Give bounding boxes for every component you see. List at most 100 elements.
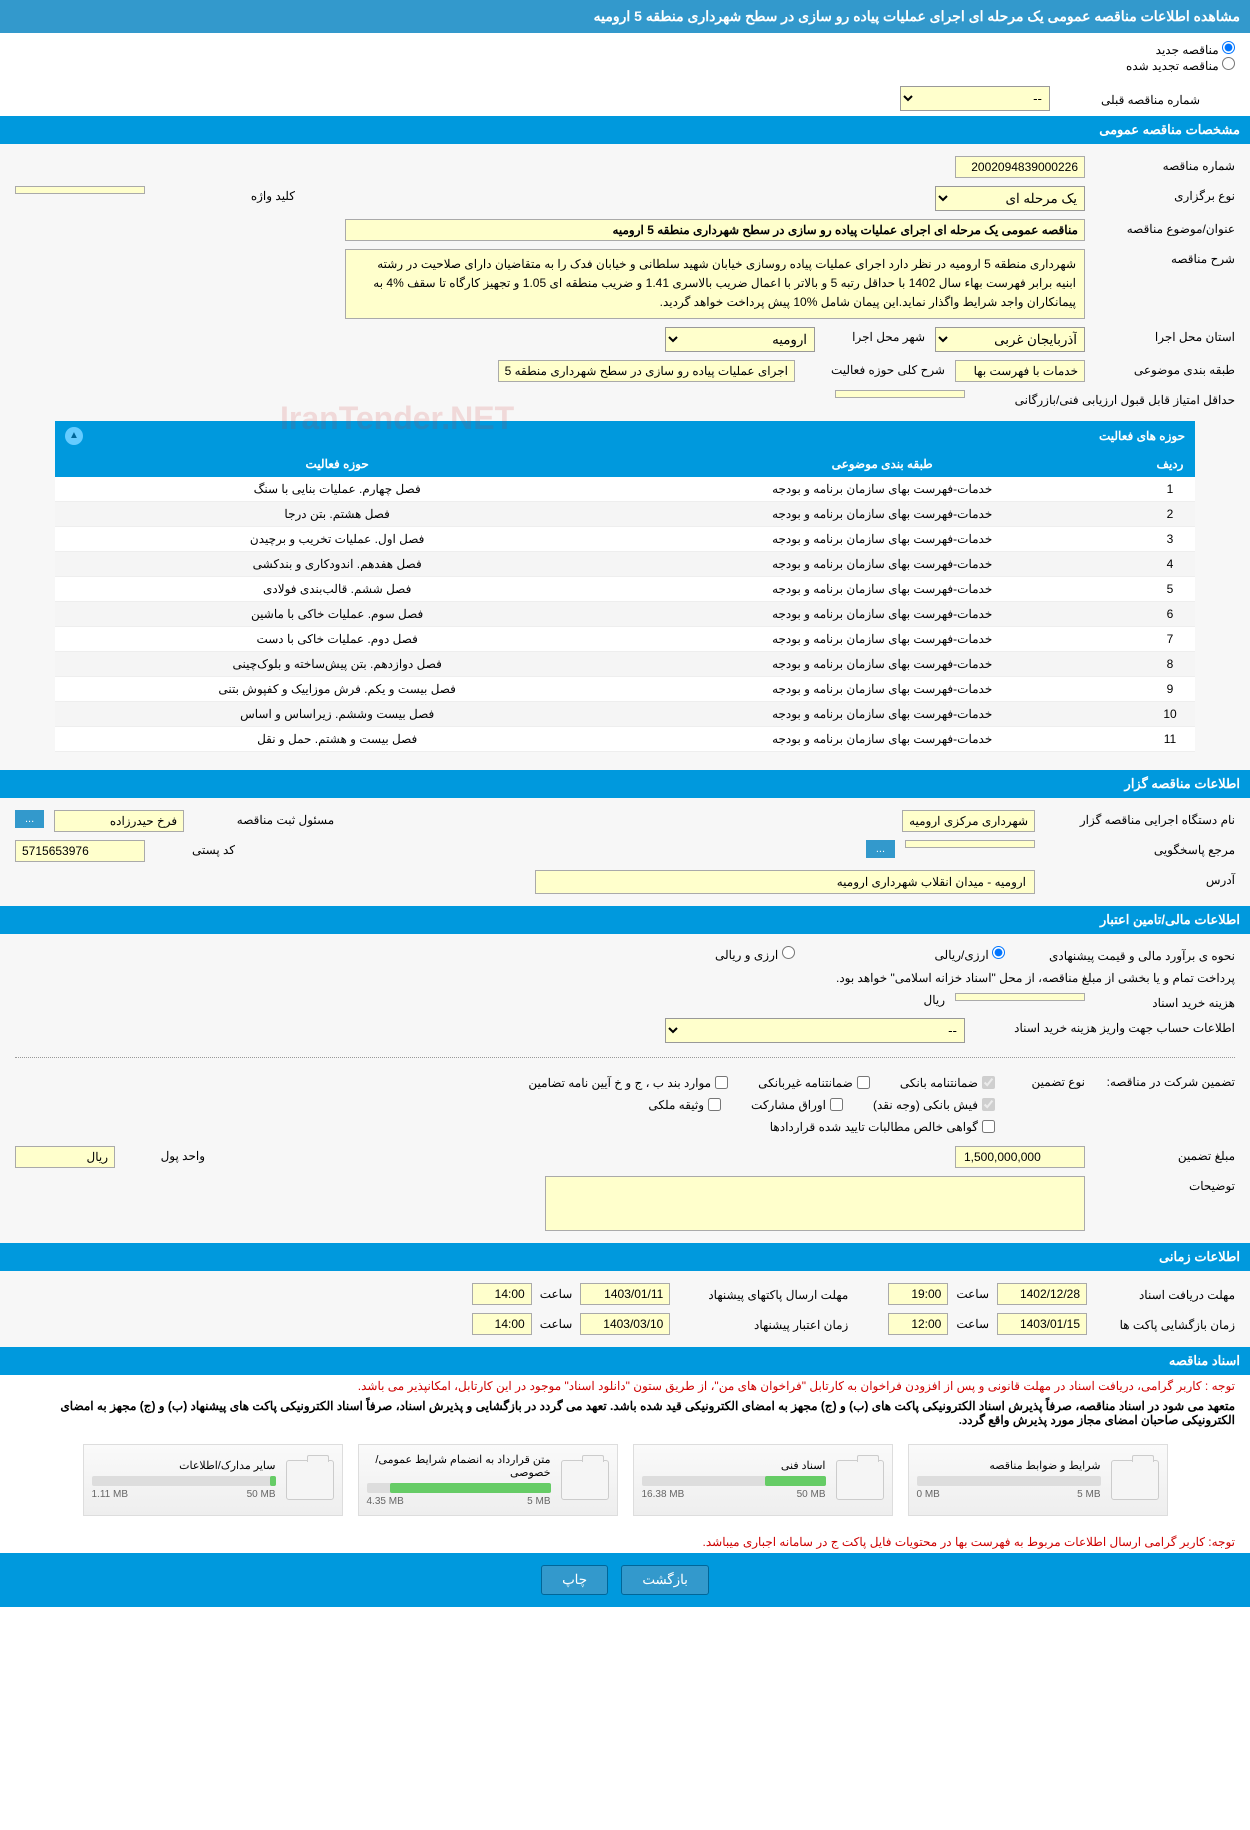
validity-time-label: ساعت bbox=[540, 1317, 573, 1331]
category-value: خدمات با فهرست بها bbox=[955, 360, 1085, 382]
doc-card[interactable]: سایر مدارک/اطلاعات 1.11 MB50 MB bbox=[83, 1444, 343, 1516]
folder-icon bbox=[561, 1460, 609, 1500]
folder-icon bbox=[836, 1460, 884, 1500]
currency-unit: ریال bbox=[923, 993, 945, 1007]
validity-label: زمان اعتبار پیشنهاد bbox=[678, 1315, 848, 1332]
activity-desc-label: شرح کلی حوزه فعالیت bbox=[805, 360, 945, 377]
open-date: 1403/01/15 bbox=[997, 1313, 1087, 1335]
purchase-label: هزینه خرید اسناد bbox=[1095, 993, 1235, 1010]
separator bbox=[15, 1057, 1235, 1058]
response-btn[interactable]: ... bbox=[866, 840, 895, 858]
keyword-value bbox=[15, 186, 145, 194]
notes-label: توضیحات bbox=[1095, 1176, 1235, 1193]
doc-card[interactable]: شرایط و ضوابط مناقصه 0 MB5 MB bbox=[908, 1444, 1168, 1516]
province-select[interactable]: آذربایجان غربی bbox=[935, 327, 1085, 352]
cb-bonds[interactable]: اوراق مشارکت bbox=[751, 1098, 843, 1112]
doc-card[interactable]: متن قرارداد به انضمام شرایط عمومی/خصوصی … bbox=[358, 1444, 618, 1516]
activity-header: حوزه های فعالیت ▲ bbox=[55, 421, 1195, 451]
page-title: مشاهده اطلاعات مناقصه عمومی یک مرحله ای … bbox=[0, 0, 1250, 33]
unit-value: ریال bbox=[15, 1146, 115, 1168]
open-time: 12:00 bbox=[888, 1313, 948, 1335]
table-row: 6خدمات-فهرست بهای سازمان برنامه و بودجهف… bbox=[55, 601, 1195, 626]
type-select[interactable]: یک مرحله ای bbox=[935, 186, 1085, 211]
table-row: 1خدمات-فهرست بهای سازمان برنامه و بودجهف… bbox=[55, 477, 1195, 502]
tender-no-value: 2002094839000226 bbox=[955, 156, 1085, 178]
doc-title: سایر مدارک/اطلاعات bbox=[92, 1459, 276, 1472]
city-label: شهر محل اجرا bbox=[825, 327, 925, 344]
activity-panel: حوزه های فعالیت ▲ ردیف طبقه بندی موضوعی … bbox=[55, 421, 1195, 752]
col-row: ردیف bbox=[1145, 451, 1195, 477]
open-label: زمان بازگشایی پاکت ها bbox=[1095, 1315, 1235, 1332]
col-activity: حوزه فعالیت bbox=[55, 451, 619, 477]
table-row: 8خدمات-فهرست بهای سازمان برنامه و بودجهف… bbox=[55, 651, 1195, 676]
collapse-icon[interactable]: ▲ bbox=[65, 427, 83, 445]
folder-icon bbox=[1111, 1460, 1159, 1500]
folder-icon bbox=[286, 1460, 334, 1500]
progress-bar bbox=[367, 1483, 551, 1493]
type-label: نوع برگزاری bbox=[1095, 186, 1235, 203]
progress-bar bbox=[92, 1476, 276, 1486]
activity-title: حوزه های فعالیت bbox=[1099, 429, 1185, 443]
title-value: مناقصه عمومی یک مرحله ای اجرای عملیات پی… bbox=[345, 219, 1085, 241]
col-category: طبقه بندی موضوعی bbox=[619, 451, 1145, 477]
exec-value: شهرداری مرکزی ارومیه bbox=[902, 810, 1035, 832]
address-label: آدرس bbox=[1045, 870, 1235, 887]
table-row: 10خدمات-فهرست بهای سازمان برنامه و بودجه… bbox=[55, 701, 1195, 726]
progress-bar bbox=[642, 1476, 826, 1486]
radio-rial[interactable]: ارزی و ریالی bbox=[715, 946, 795, 962]
open-time-label: ساعت bbox=[956, 1317, 989, 1331]
prev-number-select[interactable]: -- bbox=[900, 86, 1050, 111]
account-select[interactable]: -- bbox=[665, 1018, 965, 1043]
more-btn-1[interactable]: ... bbox=[15, 810, 44, 828]
receive-date: 1402/12/28 bbox=[997, 1283, 1087, 1305]
radio-new[interactable]: مناقصه جدید bbox=[1156, 43, 1235, 57]
postal-value: 5715653976 bbox=[15, 840, 145, 862]
city-select[interactable]: ارومیه bbox=[665, 327, 815, 352]
desc-label: شرح مناقصه bbox=[1095, 249, 1235, 266]
payment-note: پرداخت تمام و یا بخشی از مبلغ مناقصه، از… bbox=[836, 971, 1235, 985]
table-row: 3خدمات-فهرست بهای سازمان برنامه و بودجهف… bbox=[55, 526, 1195, 551]
back-button[interactable]: بازگشت bbox=[621, 1565, 709, 1595]
time-body: مهلت دریافت اسناد 1402/12/28 ساعت 19:00 … bbox=[0, 1271, 1250, 1347]
cb-property[interactable]: وثیقه ملکی bbox=[648, 1098, 721, 1112]
print-button[interactable]: چاپ bbox=[541, 1565, 608, 1595]
docs-grid: شرایط و ضوابط مناقصه 0 MB5 MB اسناد فنی … bbox=[0, 1429, 1250, 1531]
cb-nonbank[interactable]: ضمانتنامه غیربانکی bbox=[758, 1076, 870, 1090]
table-row: 2خدمات-فهرست بهای سازمان برنامه و بودجهف… bbox=[55, 501, 1195, 526]
doc-title: متن قرارداد به انضمام شرایط عمومی/خصوصی bbox=[367, 1453, 551, 1479]
cb-regs[interactable]: موارد بند ب ، ج و خ آیین نامه تضامین bbox=[528, 1076, 728, 1090]
estimate-label: نحوه ی برآورد مالی و قیمت پیشنهادی bbox=[1015, 946, 1235, 963]
general-body: شماره مناقصه 2002094839000226 نوع برگزار… bbox=[0, 144, 1250, 770]
radio-renewed[interactable]: مناقصه تجدید شده bbox=[1126, 59, 1235, 73]
guarantee-type-label: نوع تضمین bbox=[1005, 1072, 1085, 1089]
docs-note2: متعهد می شود در اسناد مناقصه، صرفاً پذیر… bbox=[0, 1397, 1250, 1429]
prev-number-label: شماره مناقصه قبلی bbox=[1060, 90, 1200, 107]
tender-no-label: شماره مناقصه bbox=[1095, 156, 1235, 173]
receive-time: 19:00 bbox=[888, 1283, 948, 1305]
section-organizer: اطلاعات مناقصه گزار bbox=[0, 770, 1250, 798]
response-label: مرجع پاسخگویی bbox=[1045, 840, 1235, 857]
guarantee-amount: 1,500,000,000 bbox=[955, 1146, 1085, 1168]
table-row: 5خدمات-فهرست بهای سازمان برنامه و بودجهف… bbox=[55, 576, 1195, 601]
docs-note1: توجه : کاربر گرامی، دریافت اسناد در مهلت… bbox=[0, 1375, 1250, 1397]
purchase-value bbox=[955, 993, 1085, 1001]
receive-time-label: ساعت bbox=[956, 1287, 989, 1301]
progress-bar bbox=[917, 1476, 1101, 1486]
send-date: 1403/01/11 bbox=[580, 1283, 670, 1305]
tender-type-radios: مناقصه جدید مناقصه تجدید شده bbox=[0, 33, 1250, 81]
doc-title: اسناد فنی bbox=[642, 1459, 826, 1472]
cb-receivables[interactable]: گواهی خالص مطالبات تایید شده قراردادها bbox=[770, 1120, 995, 1134]
radio-currency[interactable]: ارزی/ریالی bbox=[935, 946, 1005, 962]
table-row: 7خدمات-فهرست بهای سازمان برنامه و بودجهف… bbox=[55, 626, 1195, 651]
receive-label: مهلت دریافت اسناد bbox=[1095, 1285, 1235, 1302]
guarantee-amount-label: مبلغ تضمین bbox=[1095, 1146, 1235, 1163]
cb-bank[interactable]: ضمانتنامه بانکی bbox=[900, 1076, 995, 1090]
min-score-label: حداقل امتیاز قابل قبول ارزیابی فنی/بازرگ… bbox=[975, 390, 1235, 407]
section-general: مشخصات مناقصه عمومی bbox=[0, 116, 1250, 144]
doc-card[interactable]: اسناد فنی 16.38 MB50 MB bbox=[633, 1444, 893, 1516]
cb-cash[interactable]: فیش بانکی (وجه نقد) bbox=[873, 1098, 995, 1112]
activity-table: ردیف طبقه بندی موضوعی حوزه فعالیت 1خدمات… bbox=[55, 451, 1195, 752]
notes-box[interactable] bbox=[545, 1176, 1085, 1231]
doc-title: شرایط و ضوابط مناقصه bbox=[917, 1459, 1101, 1472]
table-row: 9خدمات-فهرست بهای سازمان برنامه و بودجهف… bbox=[55, 676, 1195, 701]
